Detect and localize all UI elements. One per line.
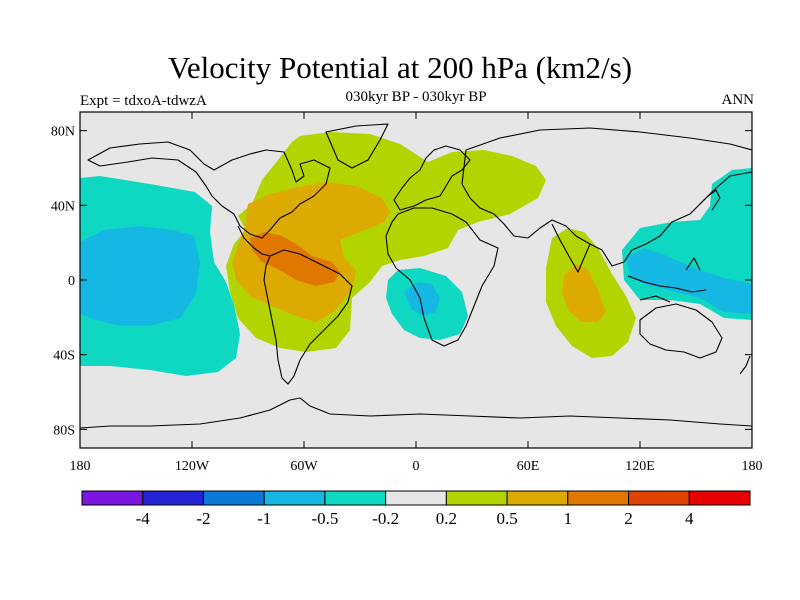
coastline-australia [639, 303, 723, 359]
lat-tick-label: 0 [68, 274, 75, 289]
negative-region-south-atlantic-core [404, 282, 440, 316]
colorbar-label: 0.5 [496, 509, 517, 528]
contour-fields [80, 132, 752, 376]
coastline-south-america [263, 249, 353, 385]
colorbar-label: 2 [624, 509, 633, 528]
coastline-greenland [325, 123, 389, 169]
colorbar-swatch [445, 490, 508, 506]
coastline-maritime-continent [627, 257, 707, 303]
period-label: 030kyr BP - 030kyr BP [345, 89, 487, 105]
lon-tick-label: 120E [625, 459, 655, 474]
colorbar-label: -0.5 [311, 509, 338, 528]
coastline-india [551, 223, 591, 273]
colorbar-swatch [202, 490, 265, 506]
positive-region-indian-ocean-core [562, 264, 606, 322]
colorbar-swatch [628, 490, 690, 506]
colorbar-swatch [81, 490, 144, 506]
colorbar-label: 0.2 [436, 509, 457, 528]
coastline-africa [385, 207, 499, 347]
lon-tick-label: 0 [413, 459, 420, 474]
experiment-label: Expt = tdxoA-tdwzA [80, 93, 207, 109]
lat-tick-label: 80N [51, 125, 75, 140]
negative-region-eastern-pacific-core [80, 226, 200, 326]
plot-title: Velocity Potential at 200 hPa (km2/s) [167, 50, 633, 85]
lon-tick-label: 120W [175, 459, 210, 474]
colorbar-swatch [567, 490, 630, 506]
positive-region-americas-core [232, 182, 390, 322]
lat-tick-label: 40S [53, 349, 75, 364]
negative-region-western-pacific-core [626, 248, 752, 314]
coastline-europe [393, 145, 471, 211]
colorbar-label: 1 [564, 509, 573, 528]
lat-tick-label: 80S [53, 423, 75, 438]
lat-tick-label: 40N [51, 199, 75, 214]
colorbar-swatch [506, 490, 569, 506]
colorbar-label: 4 [685, 509, 694, 528]
colorbar-swatch [688, 490, 751, 506]
colorbar-label: -2 [196, 509, 210, 528]
coastline-asia [461, 127, 752, 267]
colorbar-label: -1 [257, 509, 271, 528]
coastline-new-zealand [739, 355, 751, 375]
coastline-japan [699, 189, 721, 211]
colorbar-swatch [324, 490, 387, 506]
coastline-central-america [237, 225, 271, 257]
axis-ticks: 80N 40N 0 40S 80S 180 120W 60W 0 60E 120E 180 [51, 112, 763, 474]
season-label: ANN [721, 92, 755, 108]
colorbar-swatch [385, 490, 447, 506]
positive-region-central-america-max [250, 232, 340, 286]
coastline-north-america [87, 141, 331, 239]
lon-tick-label: 180 [742, 459, 763, 474]
lon-tick-label: 60E [517, 459, 540, 474]
colorbar-label: -0.2 [372, 509, 399, 528]
colorbar-swatch [142, 490, 204, 506]
colorbar: -4 -2 -1 -0.5 -0.2 0.2 0.5 1 2 4 [81, 490, 751, 528]
coastlines [80, 123, 752, 429]
colorbar-label: -4 [136, 509, 151, 528]
colorbar-swatch [263, 490, 326, 506]
lon-tick-label: 60W [290, 459, 318, 474]
lon-tick-label: 180 [70, 459, 91, 474]
coastline-antarctica [80, 397, 752, 429]
